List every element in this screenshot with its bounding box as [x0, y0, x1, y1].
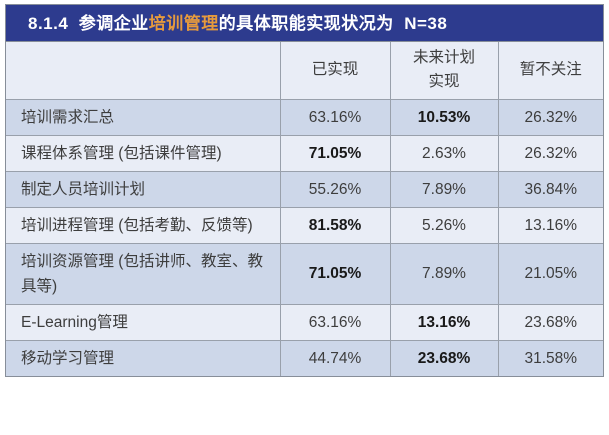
table-title-bar: 8.1.4 参调企业培训管理的具体职能实现状况为 N=38 [6, 5, 603, 42]
cell-value: 31.58% [498, 340, 603, 376]
row-label: 制定人员培训计划 [6, 171, 281, 208]
table-row: 培训资源管理 (包括讲师、教室、教具等) 71.05% 7.89% 21.05% [6, 243, 603, 305]
cell-value: 23.68% [498, 304, 603, 341]
cell-value: 36.84% [498, 171, 603, 208]
row-label: 培训资源管理 (包括讲师、教室、教具等) [6, 243, 281, 305]
column-header-label [6, 42, 281, 100]
row-label: 课程体系管理 (包括课件管理) [6, 135, 281, 172]
row-label: 培训进程管理 (包括考勤、反馈等) [6, 207, 281, 244]
cell-value: 7.89% [390, 171, 499, 208]
cell-value: 26.32% [498, 135, 603, 172]
cell-value: 63.16% [280, 99, 391, 136]
cell-value: 81.58% [280, 207, 391, 244]
table-body: 培训需求汇总 63.16% 10.53% 26.32% 课程体系管理 (包括课件管理) 7… [6, 99, 603, 376]
row-label: 移动学习管理 [6, 340, 281, 376]
title-prefix: 8.1.4 参调企业 [28, 14, 149, 33]
table-row: 制定人员培训计划 55.26% 7.89% 36.84% [6, 171, 603, 208]
row-label: E-Learning管理 [6, 304, 281, 341]
table-row: 移动学习管理 44.74% 23.68% 31.58% [6, 340, 603, 376]
cell-value: 10.53% [390, 99, 499, 136]
table-row: E-Learning管理 63.16% 13.16% 23.68% [6, 304, 603, 341]
table-row: 培训需求汇总 63.16% 10.53% 26.32% [6, 99, 603, 136]
header-row: 已实现 未来计划实现 暂不关注 [6, 42, 603, 100]
cell-value: 13.16% [498, 207, 603, 244]
column-header-not-concerned: 暂不关注 [498, 42, 603, 100]
cell-value: 21.05% [498, 243, 603, 305]
cell-value: 13.16% [390, 304, 499, 341]
row-label: 培训需求汇总 [6, 99, 281, 136]
cell-value: 23.68% [390, 340, 499, 376]
title-highlight: 培训管理 [148, 14, 219, 33]
cell-value: 55.26% [280, 171, 391, 208]
survey-results-card: 8.1.4 参调企业培训管理的具体职能实现状况为 N=38 已实现 未来计划实现… [5, 4, 604, 377]
cell-value: 71.05% [280, 135, 391, 172]
results-table: 已实现 未来计划实现 暂不关注 培训需求汇总 63.16% 10.53% 26.32%… [6, 42, 603, 376]
table-header: 已实现 未来计划实现 暂不关注 [6, 42, 603, 100]
column-header-planned: 未来计划实现 [390, 42, 499, 100]
cell-value: 2.63% [390, 135, 499, 172]
table-row: 课程体系管理 (包括课件管理) 71.05% 2.63% 26.32% [6, 135, 603, 172]
column-header-realized: 已实现 [280, 42, 391, 100]
cell-value: 26.32% [498, 99, 603, 136]
cell-value: 71.05% [280, 243, 391, 305]
title-suffix: 的具体职能实现状况为 N=38 [218, 14, 448, 33]
cell-value: 5.26% [390, 207, 499, 244]
cell-value: 44.74% [280, 340, 391, 376]
table-row: 培训进程管理 (包括考勤、反馈等) 81.58% 5.26% 13.16% [6, 207, 603, 244]
cell-value: 63.16% [280, 304, 391, 341]
cell-value: 7.89% [390, 243, 499, 305]
